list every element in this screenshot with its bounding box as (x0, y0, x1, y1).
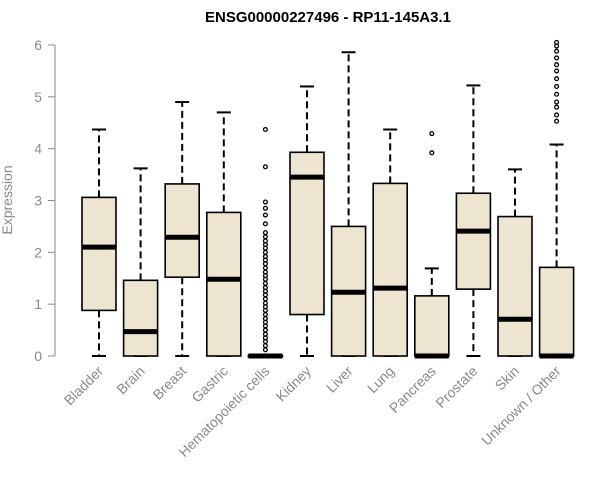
outlier-point (262, 221, 268, 227)
outlier-point (554, 62, 560, 68)
box (164, 183, 200, 279)
y-tick-label: 0 (34, 348, 42, 364)
outlier-point (262, 265, 268, 271)
x-tick-label: Brain (113, 363, 147, 397)
outlier-point (262, 280, 268, 286)
x-tick-label: Lung (364, 363, 397, 396)
box (122, 279, 159, 357)
box-group (455, 84, 492, 357)
y-tick-label: 2 (34, 244, 42, 260)
outlier-point (262, 234, 268, 240)
box-group (497, 168, 533, 357)
x-tick-label: Skin (492, 363, 523, 394)
outlier-point (554, 91, 560, 97)
outlier-point (262, 253, 268, 260)
outlier-point (554, 68, 560, 74)
outlier-point (262, 205, 268, 211)
outlier-point (554, 118, 560, 124)
outlier-point (262, 316, 268, 322)
x-tick-label: Prostate (432, 363, 480, 411)
outlier-point (262, 285, 268, 291)
outlier-point (554, 39, 560, 45)
y-tick-label: 1 (34, 296, 42, 312)
outlier-point (554, 99, 560, 105)
outlier-point (262, 347, 268, 353)
outlier-point (262, 311, 268, 318)
box (413, 295, 450, 357)
x-tick-label: Liver (323, 363, 356, 396)
outlier-point (262, 300, 268, 306)
chart-title: ENSG00000227496 - RP11-145A3.1 (205, 9, 451, 26)
outlier-point (262, 126, 268, 133)
outlier-point (262, 164, 268, 170)
box-group (164, 101, 200, 357)
box (81, 196, 117, 312)
box-group (206, 111, 242, 357)
box (455, 192, 492, 290)
y-tick-label: 6 (34, 37, 42, 53)
y-tick-label: 3 (34, 193, 42, 209)
box (372, 182, 409, 357)
x-tick-label: Unknown / Other (478, 363, 564, 449)
boxes-layer (81, 39, 575, 359)
y-tick-label: 4 (34, 141, 42, 157)
box-group (372, 128, 409, 357)
y-axis-label: Expression (0, 165, 15, 234)
x-tick-label: Breast (149, 363, 189, 403)
box-group (122, 167, 159, 357)
outlier-point (262, 269, 268, 275)
box (538, 266, 575, 357)
outlier-point (262, 327, 268, 333)
box-group (330, 51, 367, 357)
outlier-point (554, 112, 560, 118)
outlier-point (429, 131, 435, 137)
box (497, 215, 533, 357)
outlier-point (262, 212, 268, 218)
y-axis: 0 1 2 3 4 5 6 (34, 37, 56, 364)
outlier-point (554, 104, 560, 110)
outlier-point (262, 296, 268, 302)
outlier-point (429, 150, 435, 156)
outlier-point (262, 238, 268, 244)
box-group (81, 128, 117, 357)
outlier-point (262, 249, 268, 255)
outlier-point (554, 83, 560, 90)
outlier-point (262, 343, 268, 349)
box (206, 211, 242, 357)
box-group (289, 85, 325, 357)
outlier-point (554, 48, 560, 54)
outlier-point (554, 55, 560, 61)
box-group (413, 131, 450, 359)
box-group (247, 126, 284, 359)
outlier-point (262, 230, 268, 236)
outlier-point (262, 199, 268, 205)
y-tick-label: 5 (34, 89, 42, 105)
box-group (538, 39, 575, 359)
x-tick-label: Bladder (61, 363, 107, 409)
outlier-point (262, 331, 268, 337)
outlier-point (554, 76, 560, 82)
x-tick-label: Kidney (273, 363, 315, 405)
